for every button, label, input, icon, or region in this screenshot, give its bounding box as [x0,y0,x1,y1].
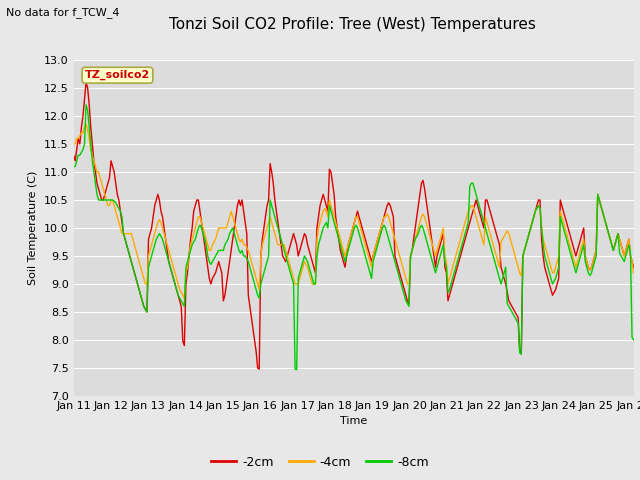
X-axis label: Time: Time [340,417,367,426]
-4cm [180,295,188,301]
-8cm [257,281,264,287]
-4cm [70,141,77,147]
-2cm [140,303,148,309]
-4cm [140,276,148,281]
-2cm [630,264,637,270]
-2cm [70,152,77,158]
-2cm [82,80,90,85]
Line: -4cm: -4cm [74,124,634,298]
-2cm [238,197,246,203]
Text: No data for f_TCW_4: No data for f_TCW_4 [6,7,120,18]
-8cm [293,367,301,372]
-8cm [318,231,326,237]
-2cm [259,236,266,242]
Legend: -2cm, -4cm, -8cm: -2cm, -4cm, -8cm [206,451,434,474]
-2cm [255,366,263,372]
-4cm [268,219,276,225]
-4cm [240,242,248,248]
-2cm [268,169,276,175]
Line: -2cm: -2cm [74,83,634,369]
-2cm [602,219,609,225]
-8cm [630,337,637,343]
-4cm [630,270,637,276]
-4cm [82,121,90,127]
-8cm [238,248,246,253]
-2cm [318,197,326,203]
-8cm [266,197,274,203]
-4cm [602,219,609,225]
Line: -8cm: -8cm [74,105,634,370]
Text: Tonzi Soil CO2 Profile: Tree (West) Temperatures: Tonzi Soil CO2 Profile: Tree (West) Temp… [168,17,536,32]
Y-axis label: Soil Temperature (C): Soil Temperature (C) [28,171,38,285]
-8cm [140,303,148,309]
-8cm [70,164,77,169]
Text: TZ_soilco2: TZ_soilco2 [85,70,150,80]
-4cm [259,242,266,248]
-8cm [602,219,609,225]
-4cm [318,214,326,220]
-8cm [82,102,90,108]
